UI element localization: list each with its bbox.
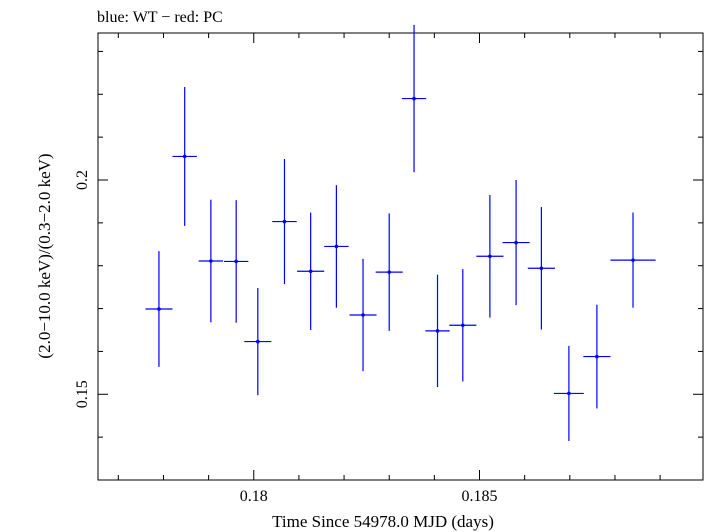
data-point xyxy=(324,185,349,308)
point-marker xyxy=(209,259,213,263)
data-point xyxy=(502,180,530,306)
point-marker xyxy=(334,244,339,249)
x-axis-label: Time Since 54978.0 MJD (days) xyxy=(272,512,494,531)
data-point xyxy=(527,207,555,330)
point-marker xyxy=(435,329,440,333)
axis-ticks xyxy=(98,33,703,481)
data-point xyxy=(223,200,249,323)
data-point xyxy=(145,251,173,367)
data-point xyxy=(244,288,272,396)
data-series xyxy=(145,24,656,441)
data-point xyxy=(297,212,325,330)
point-marker xyxy=(514,240,518,245)
x-tick-label: 0.185 xyxy=(462,488,498,505)
axis-tick-labels: 0.18 0.185 0.15 0.2 xyxy=(74,170,498,505)
data-point xyxy=(349,258,377,372)
point-marker xyxy=(539,266,544,271)
data-point xyxy=(401,24,427,173)
x-tick-label: 0.18 xyxy=(240,488,268,505)
y-tick-label: 0.2 xyxy=(74,170,91,190)
data-point xyxy=(172,87,197,226)
y-tick-label: 0.15 xyxy=(74,380,91,408)
point-marker xyxy=(361,313,365,317)
point-marker xyxy=(308,269,313,274)
point-marker xyxy=(282,219,287,224)
point-marker xyxy=(234,259,238,264)
plot-frame xyxy=(97,32,704,481)
point-marker xyxy=(387,270,392,274)
point-marker xyxy=(157,307,161,311)
data-point xyxy=(272,159,297,285)
data-point xyxy=(583,304,611,409)
data-point xyxy=(476,195,504,318)
data-point xyxy=(198,199,224,323)
chart-title: blue: WT − red: PC xyxy=(97,9,223,26)
point-marker xyxy=(412,96,416,101)
data-point xyxy=(610,212,656,308)
data-point xyxy=(449,269,477,382)
point-marker xyxy=(256,339,260,344)
point-marker xyxy=(567,391,571,396)
data-point xyxy=(425,274,450,387)
point-marker xyxy=(595,354,599,359)
point-marker xyxy=(182,154,187,159)
point-marker xyxy=(461,323,465,328)
data-point xyxy=(554,345,584,441)
data-point xyxy=(375,213,403,331)
point-marker xyxy=(631,258,635,262)
point-marker xyxy=(488,254,492,259)
y-axis-label: (2.0−10.0 keV)/(0.3−2.0 keV) xyxy=(35,153,54,358)
